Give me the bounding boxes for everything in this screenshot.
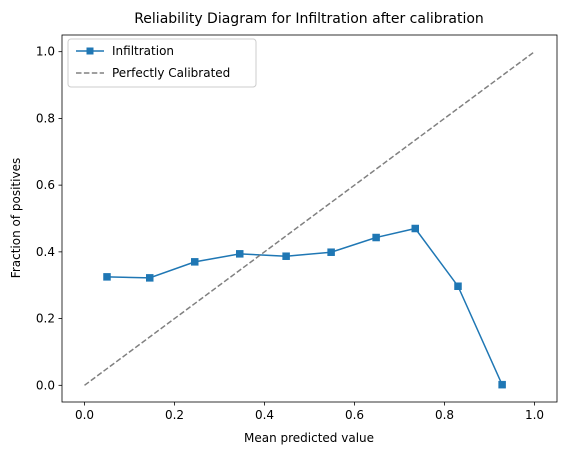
x-axis-label: Mean predicted value [244, 431, 374, 445]
series-line-1 [84, 51, 535, 386]
data-point [372, 233, 380, 242]
y-tick-label: 0.6 [36, 178, 55, 192]
data-point [236, 250, 244, 258]
y-tick-label: 0.2 [36, 312, 55, 326]
x-tick-label: 0.0 [75, 408, 94, 422]
legend-marker-0 [86, 47, 94, 55]
y-tick-label: 0.0 [36, 378, 55, 392]
legend-label-1: Perfectly Calibrated [112, 66, 230, 80]
data-point [327, 248, 335, 256]
data-point [103, 273, 111, 281]
data-point [282, 252, 290, 260]
legend-box [67, 38, 257, 88]
data-point [411, 224, 419, 233]
plot-area: 0.0 0.2 0.4 0.6 0.8 1.0 0.0 0.2 0.4 0.6 0.8 1.0 Infi… [36, 34, 558, 422]
y-tick-label: 0.4 [36, 245, 55, 259]
data-point [498, 380, 506, 389]
x-tick-label: 0.8 [435, 408, 454, 422]
x-tick-label: 0.2 [165, 408, 184, 422]
x-tick-label: 1.0 [525, 408, 544, 422]
x-tick-label: 0.4 [255, 408, 274, 422]
y-axis-label: Fraction of positives [9, 158, 23, 278]
data-point [191, 258, 199, 266]
y-tick-label: 1.0 [36, 45, 55, 59]
series-line-0 [106, 227, 503, 385]
x-tick-label: 0.6 [345, 408, 364, 422]
data-point [146, 274, 154, 282]
legend-label-0: Infiltration [112, 44, 174, 58]
plot-frame [61, 34, 558, 403]
chart-title: Reliability Diagram for Infiltration aft… [134, 11, 484, 27]
data-point [454, 282, 462, 290]
y-tick-label: 0.8 [36, 111, 55, 125]
